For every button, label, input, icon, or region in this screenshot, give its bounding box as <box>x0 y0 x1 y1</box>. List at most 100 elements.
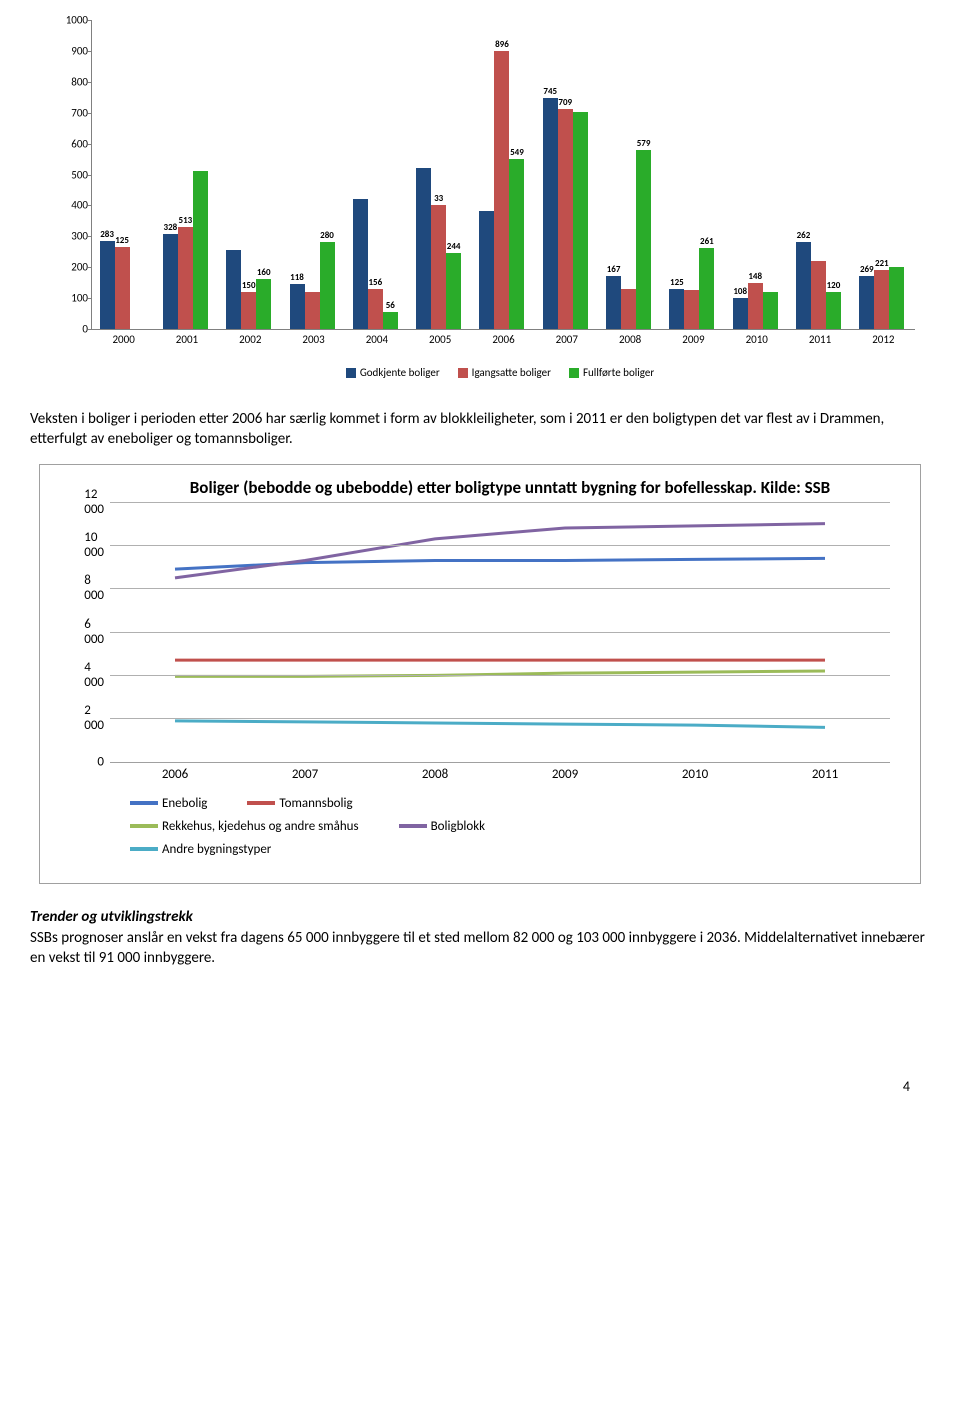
bar: 56 <box>383 312 398 329</box>
line-y-tick-label: 0 <box>97 754 110 769</box>
bar-group: 328513 <box>163 171 211 329</box>
bar <box>573 112 588 329</box>
bar-chart-legend: Godkjente boliger Igangsatte boliger Fullf… <box>70 366 930 379</box>
bar-x-category-label: 2010 <box>746 333 768 346</box>
line-legend-item: Enebolig <box>130 796 207 811</box>
bar: 125 <box>115 247 130 329</box>
bar-x-category-label: 2008 <box>619 333 641 346</box>
bar-legend-item: Godkjente boliger <box>346 366 440 379</box>
bar-group: 269221 <box>859 267 907 329</box>
bar-value-label: 328 <box>164 222 178 233</box>
bar <box>811 261 826 330</box>
bar <box>889 267 904 329</box>
bar <box>353 199 368 329</box>
legend-line-swatch-icon <box>247 801 275 805</box>
bar-value-label: 579 <box>637 138 651 149</box>
legend-label: Boligblokk <box>431 819 486 834</box>
bar-value-label: 125 <box>670 277 684 288</box>
bar-chart: 0100200300400500600700800900100028312520… <box>55 20 915 360</box>
bar: 118 <box>290 284 305 329</box>
bar <box>226 250 241 329</box>
bar-x-category-label: 2011 <box>809 333 831 346</box>
bar: 148 <box>748 283 763 329</box>
bar-x-category-label: 2003 <box>302 333 324 346</box>
bar-value-label: 125 <box>115 235 129 246</box>
bar-group: 118280 <box>290 242 338 329</box>
bar-chart-container: 0100200300400500600700800900100028312520… <box>30 20 930 379</box>
legend-label: Rekkehus, kjedehus og andre småhus <box>162 819 359 834</box>
bar <box>416 168 431 329</box>
bar-value-label: 148 <box>748 271 762 282</box>
bar-value-label: 262 <box>797 230 811 241</box>
bar: 244 <box>446 253 461 329</box>
bar-value-label: 221 <box>875 258 889 269</box>
page-number: 4 <box>30 1078 910 1095</box>
bar-value-label: 280 <box>320 230 334 241</box>
bar: 261 <box>699 248 714 329</box>
legend-line-swatch-icon <box>399 824 427 828</box>
line-chart-legend: Enebolig Tomannsbolig Rekkehus, kjedehus o… <box>130 796 900 857</box>
bar-value-label: 244 <box>447 241 461 252</box>
bar-group: 262 120 <box>796 242 844 329</box>
bar-value-label: 156 <box>368 277 382 288</box>
bar-group: 745709 <box>543 98 591 329</box>
legend-line-swatch-icon <box>130 824 158 828</box>
bar <box>763 292 778 329</box>
line-x-category-label: 2006 <box>110 767 240 782</box>
bar-x-category-label: 2004 <box>366 333 388 346</box>
bar-value-label: 745 <box>543 86 557 97</box>
legend-swatch-icon <box>569 368 579 378</box>
bar-value-label: 283 <box>100 229 114 240</box>
legend-line-swatch-icon <box>130 801 158 805</box>
line-gridline <box>110 675 890 676</box>
bar-value-label: 269 <box>860 264 874 275</box>
line-y-tick-label: 6 000 <box>84 617 110 647</box>
bar-group: 108148 <box>733 283 781 329</box>
bar <box>621 289 636 329</box>
bar <box>305 292 320 329</box>
bar: 120 <box>826 292 841 329</box>
bar: 513 <box>178 227 193 329</box>
bar-value-label: 549 <box>510 147 524 158</box>
line-x-category-label: 2007 <box>240 767 370 782</box>
line-legend-row: Enebolig Tomannsbolig <box>130 796 900 811</box>
bar: 283 <box>100 241 115 329</box>
legend-label: Fullførte boliger <box>583 366 654 379</box>
legend-label: Tomannsbolig <box>279 796 352 811</box>
bar-value-label: 261 <box>700 236 714 247</box>
line-gridline <box>110 545 890 546</box>
bar-value-label: 896 <box>495 39 509 50</box>
paragraph-2: SSBs prognoser anslår en vekst fra dagen… <box>30 928 930 969</box>
legend-label: Igangsatte boliger <box>472 366 551 379</box>
bar-value-label: 118 <box>290 272 304 283</box>
bar-group: 33 244 <box>416 168 464 329</box>
line-x-category-label: 2008 <box>370 767 500 782</box>
bar: 125 <box>669 289 684 329</box>
line-legend-item: Boligblokk <box>399 819 486 834</box>
bar: 221 <box>874 270 889 329</box>
bar <box>479 211 494 329</box>
bar-group: 125 261 <box>669 248 717 329</box>
bar: 167 <box>606 276 621 329</box>
line-gridline <box>110 588 890 589</box>
bar: 108 <box>733 298 748 329</box>
bar: 579 <box>636 150 651 329</box>
bar-value-label: 167 <box>607 264 621 275</box>
bar-value-label: 709 <box>558 97 572 108</box>
line-y-tick-label: 10 000 <box>84 530 110 560</box>
bar: 745 <box>543 98 558 329</box>
bar-x-category-label: 2002 <box>239 333 261 346</box>
line-y-tick-label: 4 000 <box>84 660 110 690</box>
bar: 262 <box>796 242 811 329</box>
bar-legend-item: Igangsatte boliger <box>458 366 551 379</box>
bar-x-category-label: 2001 <box>176 333 198 346</box>
legend-line-swatch-icon <box>130 847 158 851</box>
bar-value-label: 33 <box>434 193 443 204</box>
line-chart-area: 02 0004 0006 0008 00010 00012 000 <box>110 502 890 763</box>
bar: 156 <box>368 289 383 329</box>
line-x-category-label: 2010 <box>630 767 760 782</box>
legend-label: Godkjente boliger <box>360 366 440 379</box>
bar-x-category-label: 2012 <box>872 333 894 346</box>
bar-chart-plot: 0100200300400500600700800900100028312520… <box>91 20 915 330</box>
line-gridline <box>110 718 890 719</box>
